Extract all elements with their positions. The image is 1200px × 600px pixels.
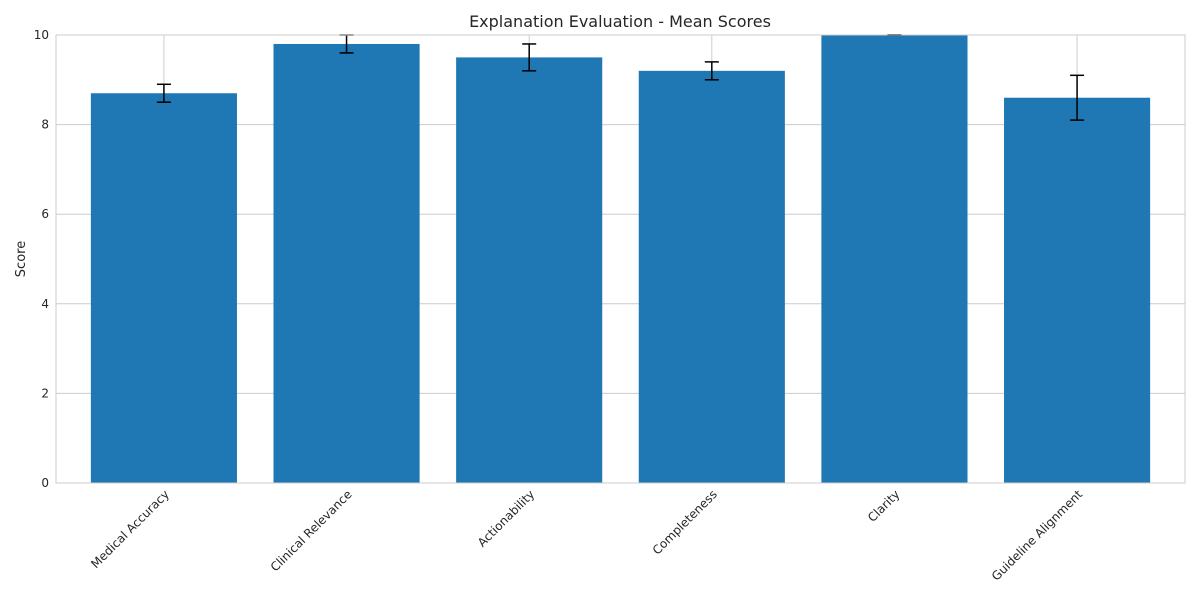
x-tick-label: Actionability (475, 487, 537, 549)
bar (456, 57, 603, 484)
error-bar (1070, 74, 1085, 121)
error-bar (156, 83, 171, 103)
bar (273, 43, 420, 484)
y-axis-label: Score (14, 241, 29, 277)
y-tick-label: 8 (41, 118, 49, 132)
plot-frame (55, 34, 1186, 484)
y-tick-label: 10 (34, 28, 49, 42)
x-tick-label: Medical Accuracy (88, 487, 172, 571)
y-tick-labels: 0 2 4 6 8 10 (34, 28, 49, 490)
y-tick-label: 0 (41, 476, 49, 490)
y-tick-label: 2 (41, 386, 49, 400)
x-tick-label: Completeness (650, 487, 720, 557)
x-tick-label: Clinical Relevance (268, 487, 355, 574)
bars (90, 35, 1151, 484)
bar (1004, 97, 1151, 483)
bar (821, 35, 968, 483)
y-tick-label: 4 (41, 297, 49, 311)
error-bar (704, 61, 719, 81)
bar (90, 93, 237, 484)
x-tick-labels: Medical Accuracy Clinical Relevance Action… (88, 487, 1085, 584)
chart-title: Explanation Evaluation - Mean Scores (469, 12, 771, 31)
x-tick-label: Clarity (865, 487, 903, 525)
y-tick-label: 6 (41, 207, 49, 221)
error-bar (522, 43, 537, 72)
x-tick-label: Guideline Alignment (989, 487, 1086, 584)
bar (638, 70, 785, 483)
